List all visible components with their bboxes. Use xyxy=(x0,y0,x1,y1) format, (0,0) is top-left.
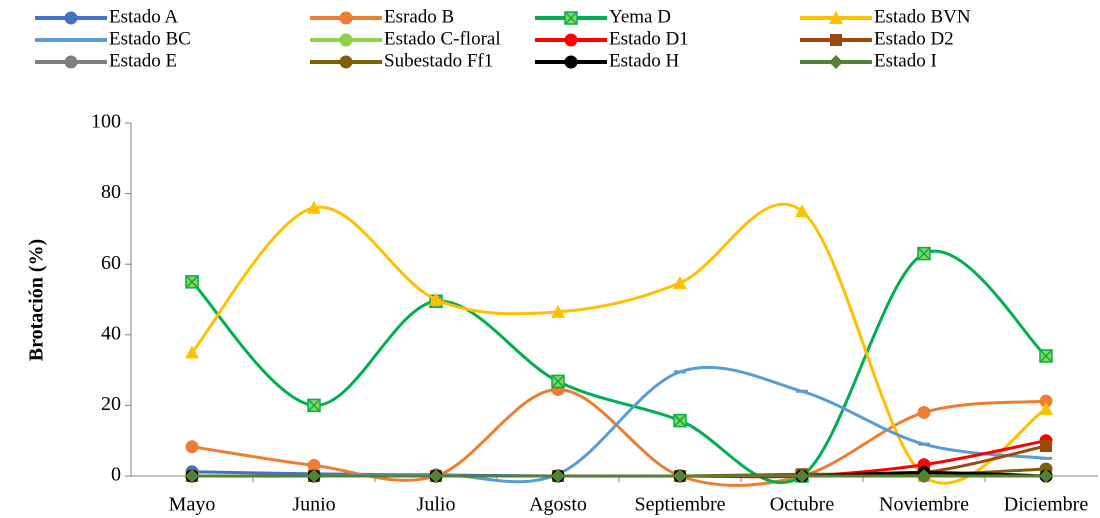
data-point xyxy=(185,469,199,483)
legend-label: Estado BC xyxy=(109,28,191,49)
data-point xyxy=(185,345,199,359)
marker-cross xyxy=(564,11,578,25)
legend-label: Estado BVN xyxy=(874,6,971,27)
y-tick-label: 100 xyxy=(91,111,121,133)
legend-marker xyxy=(65,38,77,42)
legend-label: Estado D1 xyxy=(609,28,689,49)
marker-cross xyxy=(673,414,687,428)
data-point xyxy=(551,469,565,483)
legend-label: Yema D xyxy=(609,6,671,27)
marker-cross xyxy=(551,374,565,388)
legend-marker xyxy=(830,34,842,46)
legend-marker xyxy=(339,11,353,25)
data-point xyxy=(674,370,686,374)
data-point xyxy=(185,440,199,454)
legend-label: Subestado Ff1 xyxy=(384,50,493,71)
legend-label: Estado C-floral xyxy=(384,28,501,49)
legend-marker xyxy=(829,55,843,69)
data-point xyxy=(429,292,443,306)
data-point xyxy=(185,275,199,289)
legend-marker xyxy=(339,33,353,47)
marker-cross xyxy=(185,275,199,289)
series-line xyxy=(191,388,1047,487)
legend-label: Estado A xyxy=(109,6,178,27)
legend-label: Esrado B xyxy=(384,6,454,27)
x-tick-label: Agosto xyxy=(529,494,587,516)
data-point xyxy=(673,275,687,289)
y-tick-label: 80 xyxy=(101,181,121,203)
legend-label: Estado H xyxy=(609,50,679,71)
legend-marker xyxy=(829,11,843,24)
data-point xyxy=(673,469,687,483)
marker-cross xyxy=(307,398,321,412)
x-tick-label: Junio xyxy=(292,494,335,516)
data-point xyxy=(551,374,565,389)
legend-marker xyxy=(64,55,78,69)
legend-label: Estado E xyxy=(109,50,177,71)
data-point xyxy=(429,469,443,483)
legend-marker xyxy=(64,11,78,25)
legend-marker xyxy=(564,11,578,25)
x-tick-label: Mayo xyxy=(169,494,216,516)
data-point xyxy=(917,405,931,419)
data-point xyxy=(1039,401,1053,415)
legend-label: Estado D2 xyxy=(874,28,954,49)
y-tick-label: 20 xyxy=(101,393,121,415)
data-point xyxy=(795,469,809,483)
data-point xyxy=(1039,469,1053,483)
data-point xyxy=(1040,456,1052,460)
legend-marker xyxy=(564,55,578,69)
data-point xyxy=(307,469,321,483)
x-tick-label: Noviembre xyxy=(879,494,969,516)
x-tick-label: Julio xyxy=(417,494,456,516)
series-line xyxy=(190,249,1047,485)
y-tick-label: 0 xyxy=(111,464,121,486)
data-point xyxy=(795,204,809,218)
data-point xyxy=(307,398,321,413)
data-point xyxy=(673,413,687,428)
data-point xyxy=(796,389,808,393)
legend-marker xyxy=(339,55,353,69)
data-point xyxy=(1039,349,1053,363)
data-point xyxy=(307,200,321,214)
marker-cross xyxy=(1039,349,1053,363)
data-point xyxy=(917,469,931,483)
series-line xyxy=(190,202,1047,485)
y-tick-label: 40 xyxy=(101,322,121,344)
x-tick-label: Septiembre xyxy=(634,494,725,516)
data-point xyxy=(1040,439,1052,452)
data-point xyxy=(918,442,930,446)
marker-cross xyxy=(917,247,931,261)
x-tick-label: Octubre xyxy=(770,494,835,516)
y-tick-label: 60 xyxy=(101,252,121,274)
legend-marker xyxy=(564,33,578,47)
x-tick-label: Diciembre xyxy=(1004,494,1089,516)
legend-label: Estado I xyxy=(874,50,937,71)
y-axis-label: Brotación (%) xyxy=(26,239,48,361)
data-point xyxy=(551,304,565,318)
data-point xyxy=(917,246,931,261)
